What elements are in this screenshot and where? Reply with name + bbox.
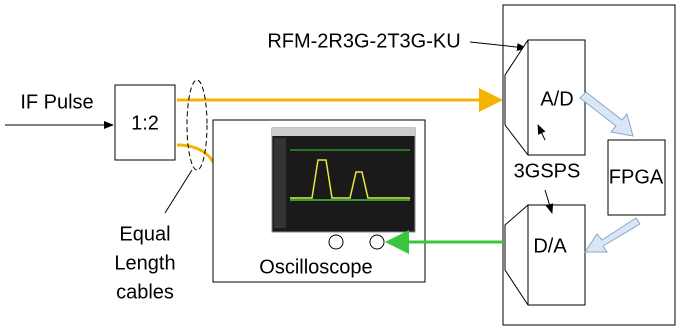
cable-note: cables xyxy=(116,281,174,303)
scope-input xyxy=(329,235,343,249)
cable-note: Equal xyxy=(119,223,170,245)
cable-marker xyxy=(187,80,207,170)
adc-label: A/D xyxy=(540,88,573,110)
rfm-label: RFM-2R3G-2T3G-KU xyxy=(267,30,460,52)
cable-note-line xyxy=(165,170,192,213)
diagram: RFM-2R3G-2T3G-KU IF Pulse 1:2 Equal Leng… xyxy=(0,0,679,328)
splitter-label: 1:2 xyxy=(131,112,159,134)
input-label: IF Pulse xyxy=(20,91,93,113)
scope-screen xyxy=(272,128,415,232)
fpga-label: FPGA xyxy=(609,166,664,188)
scope-input xyxy=(370,235,384,249)
rfm-pointer xyxy=(470,42,526,48)
cable-note: Length xyxy=(114,252,175,274)
dac-label: D/A xyxy=(533,235,567,257)
data-flow-arrow xyxy=(585,218,640,252)
scope-label: Oscilloscope xyxy=(259,256,372,278)
rate-label: 3GSPS xyxy=(514,160,581,182)
data-flow-arrow xyxy=(580,92,633,136)
